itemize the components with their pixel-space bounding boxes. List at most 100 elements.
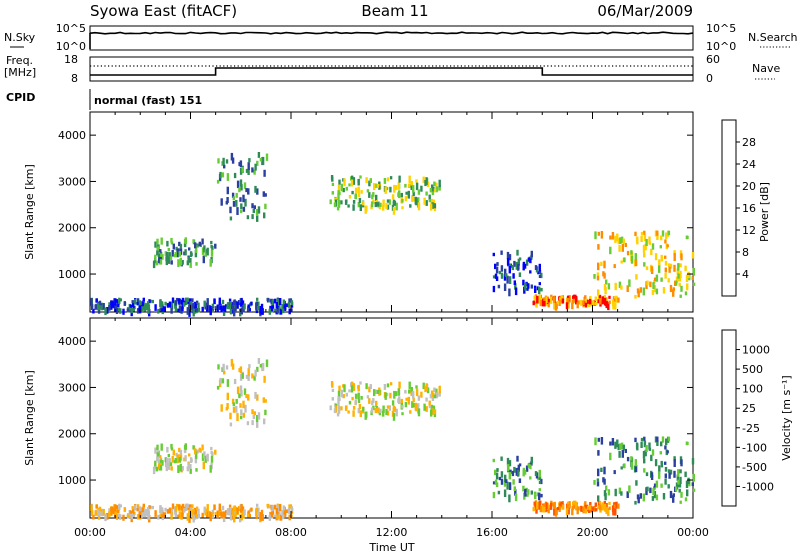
power-cell xyxy=(159,256,162,260)
power-cell xyxy=(136,308,140,314)
power-cell xyxy=(97,305,101,310)
velocity-cell xyxy=(378,387,381,391)
velocity-cell xyxy=(404,401,408,408)
power-cell xyxy=(382,204,385,211)
velocity-cell xyxy=(282,514,285,520)
velocity-cell xyxy=(260,512,263,521)
velocity-cell xyxy=(226,509,229,516)
velocity-cell xyxy=(433,409,437,415)
power-cell xyxy=(143,302,146,309)
velocity-cell xyxy=(196,449,199,454)
velocity-cell xyxy=(181,503,185,511)
velocity-cell xyxy=(538,492,541,501)
velocity-cell xyxy=(665,438,668,446)
power-cell xyxy=(596,272,600,276)
power-cell xyxy=(571,302,574,310)
power-yticks: 1000 2000 3000 4000 xyxy=(58,112,694,312)
power-cell xyxy=(288,308,291,315)
power-cell xyxy=(659,245,662,249)
velocity-cell xyxy=(372,405,375,411)
velocity-cell xyxy=(666,450,669,454)
power-cell xyxy=(508,288,511,297)
power-cell xyxy=(155,260,159,266)
velocity-cell xyxy=(601,502,604,510)
power-cell xyxy=(282,299,285,306)
velocity-cell xyxy=(248,364,251,369)
velocity-cell xyxy=(538,469,541,478)
power-cell xyxy=(561,298,565,304)
velocity-cell xyxy=(136,504,140,511)
velocity-cell xyxy=(230,358,234,367)
power-cell xyxy=(425,177,428,185)
velocity-cell xyxy=(612,507,615,516)
power-cell xyxy=(526,287,529,291)
velocity-colorbar-tick-label: -25 xyxy=(742,422,760,435)
power-cell xyxy=(157,253,160,257)
velocity-cell xyxy=(352,383,356,391)
power-cell xyxy=(401,199,404,203)
power-cells xyxy=(90,152,696,317)
velocity-cell xyxy=(100,511,103,516)
power-cell xyxy=(517,263,520,270)
velocity-cell xyxy=(142,503,145,508)
power-cell xyxy=(621,243,624,252)
power-cell xyxy=(692,267,695,276)
velocity-cell xyxy=(171,503,175,510)
velocity-cell xyxy=(344,405,348,411)
velocity-cell xyxy=(184,455,187,462)
power-cell xyxy=(372,192,375,197)
power-cell xyxy=(553,303,556,310)
velocity-cell xyxy=(611,438,615,446)
power-cell xyxy=(268,298,271,303)
power-cell xyxy=(536,295,539,304)
power-cell xyxy=(678,282,681,287)
power-cell xyxy=(235,192,238,198)
velocity-cell xyxy=(232,506,236,512)
velocity-cell xyxy=(679,469,682,474)
velocity-cell xyxy=(534,471,538,476)
velocity-cell xyxy=(615,503,618,509)
velocity-cell xyxy=(211,510,215,514)
velocity-cell xyxy=(621,449,624,458)
freq-panel: Freq. [MHz] 18 8 60 0 Nave xyxy=(4,53,780,85)
velocity-cell xyxy=(240,409,243,416)
velocity-cell xyxy=(165,463,168,472)
velocity-cell xyxy=(428,400,431,407)
velocity-cell xyxy=(143,508,146,515)
power-cell xyxy=(211,306,214,311)
power-cell xyxy=(603,284,607,291)
velocity-cell xyxy=(157,514,160,520)
power-cell xyxy=(179,243,183,249)
power-cell xyxy=(669,284,673,293)
velocity-cell xyxy=(538,480,542,484)
power-cell xyxy=(123,301,126,306)
velocity-cell xyxy=(340,406,343,411)
power-cell xyxy=(192,302,195,306)
power-cell xyxy=(216,304,219,313)
velocity-cell xyxy=(534,494,537,499)
velocity-cell xyxy=(658,471,661,479)
velocity-cell xyxy=(533,491,537,495)
power-cell xyxy=(645,239,648,246)
velocity-cell xyxy=(288,514,291,521)
power-cell xyxy=(156,250,159,256)
velocity-cell xyxy=(253,411,256,416)
velocity-cell xyxy=(643,458,646,464)
velocity-cell xyxy=(636,494,640,500)
power-cell xyxy=(94,304,97,310)
velocity-cell xyxy=(246,513,250,518)
velocity-cell xyxy=(240,390,243,397)
velocity-cell xyxy=(438,390,441,397)
power-cell xyxy=(527,283,530,289)
velocity-cell xyxy=(634,465,638,473)
power-cell xyxy=(257,305,260,311)
power-cell xyxy=(503,274,507,281)
power-cell xyxy=(211,308,214,313)
power-cell xyxy=(394,185,398,191)
velocity-cell xyxy=(389,382,393,386)
velocity-cell xyxy=(677,484,680,488)
power-cell xyxy=(408,183,411,188)
power-cell xyxy=(156,238,159,245)
power-cell xyxy=(187,256,190,262)
power-cell xyxy=(617,297,620,303)
